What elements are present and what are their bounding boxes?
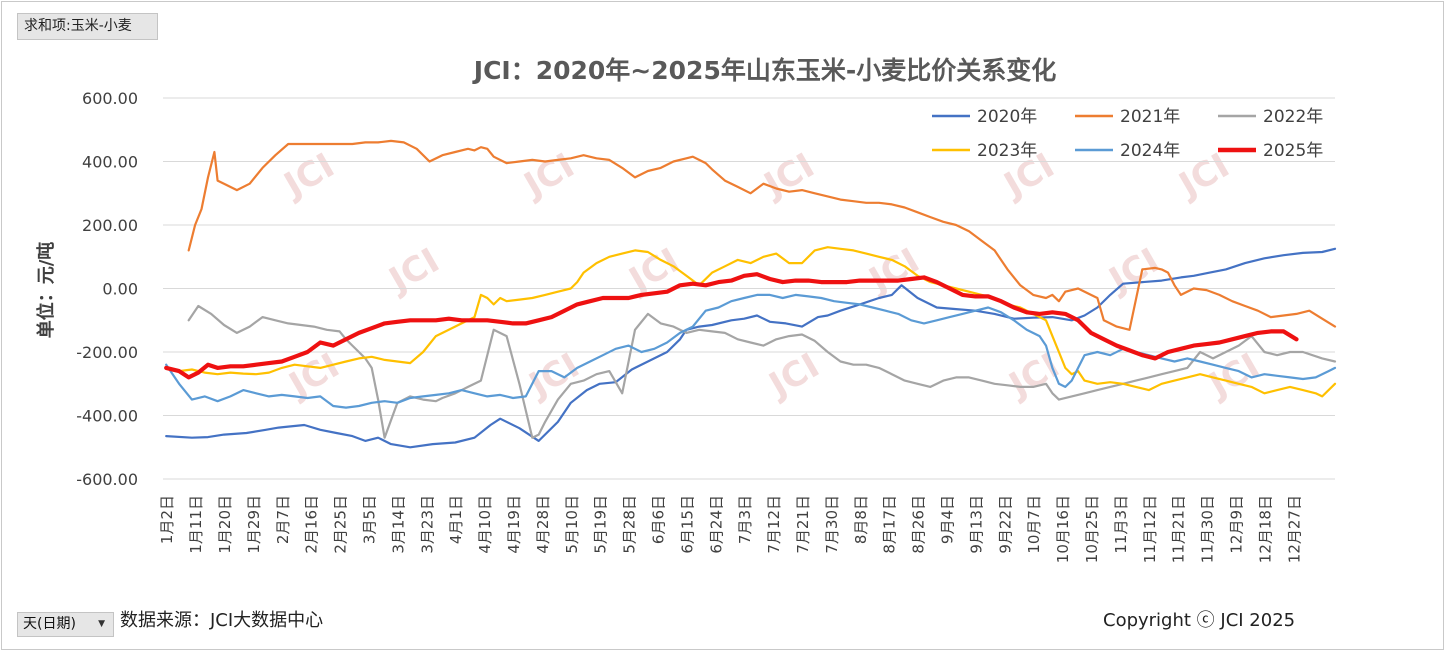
x-tick-label: 4月1日 xyxy=(447,495,465,544)
chevron-down-icon: ▼ xyxy=(98,619,105,629)
x-tick-label: 10月25日 xyxy=(1083,495,1101,563)
x-tick-label: 10月16日 xyxy=(1054,495,1072,563)
x-tick-label: 7月3日 xyxy=(736,495,754,544)
watermark-1: JCI xyxy=(516,146,581,207)
series-line-0 xyxy=(165,247,1337,449)
x-tick-label: 6月15日 xyxy=(678,495,696,554)
series-line-3 xyxy=(165,246,1337,398)
x-tick-label: 2月25日 xyxy=(332,495,350,554)
x-tick-label: 7月12日 xyxy=(765,495,783,554)
watermark-5: JCI xyxy=(381,241,446,302)
y-tick-label: 200.00 xyxy=(82,216,138,235)
watermark-2: JCI xyxy=(756,146,821,207)
x-tick-label: 1月2日 xyxy=(158,495,176,544)
y-axis: 600.00 400.00 200.00 0.00 -200.00 -400.00 -600… xyxy=(76,89,138,489)
x-tick-label: 2月16日 xyxy=(303,495,321,554)
y-tick-label: -200.00 xyxy=(76,343,138,362)
y-tick-label: -400.00 xyxy=(76,407,138,426)
series-line-4 xyxy=(165,293,1337,409)
x-tick-label: 11月21日 xyxy=(1170,495,1188,563)
y-tick-label: 0.00 xyxy=(102,280,138,299)
x-tick-label: 4月10日 xyxy=(476,495,494,554)
series-line-5 xyxy=(164,272,1299,380)
watermark-0: JCI xyxy=(276,146,341,207)
x-tick-label: 11月12日 xyxy=(1141,495,1159,563)
x-tick-label: 1月29日 xyxy=(245,495,263,554)
x-tick-label: 1月20日 xyxy=(216,495,234,554)
series-line-1 xyxy=(187,139,1337,331)
x-tick-label: 3月5日 xyxy=(361,495,379,544)
x-tick-label: 9月4日 xyxy=(938,495,956,544)
legend-label-5: 2025年 xyxy=(1263,141,1323,161)
x-tick-label: 7月21日 xyxy=(794,495,812,554)
legend: 2020年 2021年 2022年 2023年 2024年 2025年 xyxy=(932,107,1323,161)
y-tick-label: -600.00 xyxy=(76,470,138,489)
legend-label-2: 2022年 xyxy=(1263,107,1323,127)
x-tick-label: 1月11日 xyxy=(187,495,205,554)
x-tick-label: 5月19日 xyxy=(592,495,610,554)
x-axis: 1月2日 1月11日 1月20日 1月29日 2月7日 2月16日 2月25日 3月5日 3月1… xyxy=(158,495,1303,563)
x-tick-label: 3月14日 xyxy=(389,495,407,554)
x-tick-label: 7月30日 xyxy=(823,495,841,554)
legend-label-4: 2024年 xyxy=(1120,141,1180,161)
x-tick-label: 8月26日 xyxy=(910,495,928,554)
date-axis-dropdown-label: 天(日期) xyxy=(23,616,76,632)
x-tick-label: 5月10日 xyxy=(563,495,581,554)
series-lines xyxy=(164,139,1337,449)
y-tick-label: 600.00 xyxy=(82,89,138,108)
pivot-field-button[interactable]: 求和项:玉米-小麦 xyxy=(17,13,158,40)
x-tick-label: 12月9日 xyxy=(1227,495,1245,554)
chart-title: JCI：2020年~2025年山东玉米-小麦比价关系变化 xyxy=(472,56,1056,85)
legend-label-3: 2023年 xyxy=(977,141,1037,161)
x-tick-label: 6月6日 xyxy=(649,495,667,544)
x-tick-label: 6月24日 xyxy=(707,495,725,554)
x-tick-label: 3月23日 xyxy=(418,495,436,554)
x-tick-label: 11月3日 xyxy=(1112,495,1130,554)
x-tick-label: 12月18日 xyxy=(1256,495,1274,563)
x-tick-label: 8月17日 xyxy=(881,495,899,554)
x-tick-label: 11月30日 xyxy=(1199,495,1217,563)
legend-label-1: 2021年 xyxy=(1120,107,1180,127)
watermark-4: JCI xyxy=(1171,146,1236,207)
x-tick-label: 4月19日 xyxy=(505,495,523,554)
data-source: 数据来源：JCI大数据中心 xyxy=(120,610,324,631)
x-tick-label: 9月22日 xyxy=(996,495,1014,554)
x-tick-label: 2月7日 xyxy=(274,495,292,544)
x-tick-label: 12月27日 xyxy=(1285,495,1303,563)
legend-label-0: 2020年 xyxy=(977,107,1037,127)
watermark-8: JCI xyxy=(1101,241,1166,302)
x-tick-label: 5月28日 xyxy=(621,495,639,554)
y-axis-label: 单位：元/吨 xyxy=(35,242,57,339)
copyright: Copyright ⓒ JCI 2025 xyxy=(1103,610,1296,631)
x-tick-label: 8月8日 xyxy=(852,495,870,544)
x-tick-label: 10月7日 xyxy=(1025,495,1043,554)
x-tick-label: 9月13日 xyxy=(967,495,985,554)
x-tick-label: 4月28日 xyxy=(534,495,552,554)
watermark-11: JCI xyxy=(761,346,826,407)
y-tick-label: 400.00 xyxy=(82,153,138,172)
date-axis-dropdown[interactable]: 天(日期) ▼ xyxy=(17,612,114,637)
series-line-2 xyxy=(187,304,1337,439)
